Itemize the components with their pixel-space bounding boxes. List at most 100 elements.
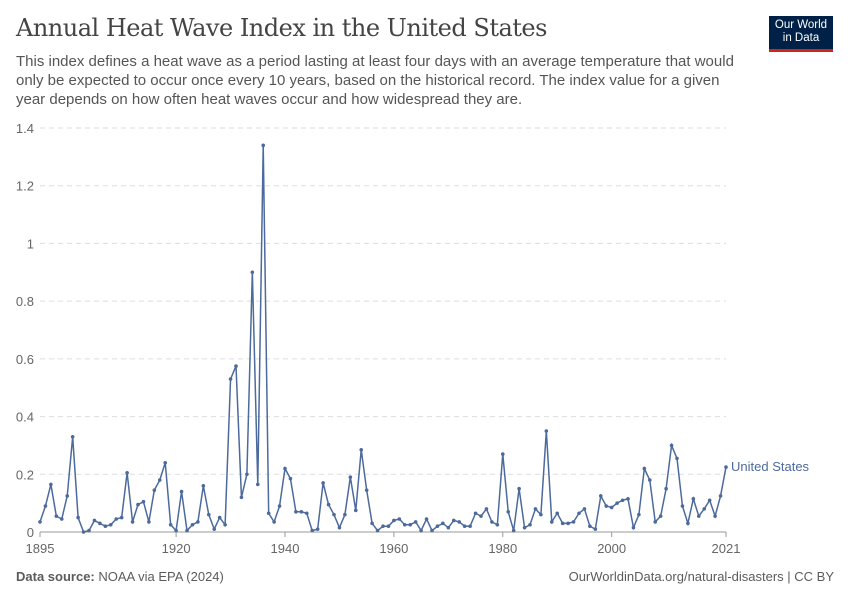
data-point	[223, 522, 227, 527]
data-point	[615, 501, 619, 505]
credit-link[interactable]: OurWorldinData.org/natural-disasters | C…	[568, 569, 834, 584]
y-tick-label: 0.6	[16, 352, 34, 367]
data-point	[283, 466, 287, 471]
data-point	[577, 511, 581, 516]
data-point	[147, 520, 151, 524]
data-point	[217, 515, 222, 520]
data-point	[593, 527, 598, 531]
data-point	[702, 507, 707, 511]
data-point	[70, 434, 75, 439]
source-link[interactable]: NOAA via EPA (2024)	[98, 569, 224, 584]
data-point	[65, 494, 70, 498]
data-point	[637, 512, 641, 517]
data-point	[473, 511, 478, 516]
data-point	[588, 524, 592, 529]
data-point	[76, 515, 80, 520]
data-point	[38, 520, 42, 524]
data-point	[419, 528, 423, 533]
data-point	[528, 522, 532, 527]
data-point	[108, 522, 113, 527]
data-point	[669, 443, 674, 448]
data-point	[304, 511, 309, 516]
data-point	[321, 481, 325, 485]
data-point	[49, 482, 53, 487]
data-point	[479, 514, 483, 518]
data-point	[261, 143, 266, 148]
data-point	[500, 452, 505, 456]
data-point	[125, 471, 129, 475]
data-point	[402, 522, 407, 527]
y-tick-label: 1.4	[16, 121, 34, 136]
x-tick-label: 1940	[271, 541, 300, 556]
data-point	[408, 522, 413, 527]
data-point	[691, 497, 696, 501]
data-point	[272, 520, 276, 524]
data-point	[566, 521, 570, 526]
data-point	[718, 494, 723, 498]
source-label: Data source:	[16, 569, 95, 584]
series-label: United States	[731, 459, 810, 474]
data-point	[343, 512, 347, 517]
data-point	[675, 456, 679, 461]
data-point	[294, 510, 298, 514]
data-point	[555, 511, 560, 516]
y-tick-label: 1	[27, 236, 34, 251]
data-point	[680, 504, 685, 508]
data-point	[59, 517, 64, 521]
data-point	[626, 497, 630, 501]
data-point	[201, 484, 206, 488]
data-point	[435, 524, 440, 529]
data-point	[686, 521, 690, 526]
owid-logo[interactable]: Our World in Data	[769, 16, 833, 52]
y-tick-label: 0.4	[16, 410, 34, 425]
data-point	[315, 527, 320, 531]
data-point	[446, 525, 451, 530]
chart-title: Annual Heat Wave Index in the United Sta…	[16, 14, 547, 42]
data-point	[87, 528, 91, 533]
y-tick-label: 1.2	[16, 179, 34, 194]
data-point	[157, 478, 162, 482]
data-point	[212, 527, 217, 531]
data-point	[598, 494, 603, 498]
data-point	[495, 522, 500, 527]
chart-subtitle: This index defines a heat wave as a peri…	[16, 53, 734, 108]
data-point	[337, 525, 342, 530]
data-point	[206, 512, 211, 517]
data-point	[424, 517, 429, 521]
data-point	[544, 429, 549, 433]
data-point	[353, 508, 358, 513]
data-point	[609, 505, 614, 510]
data-point	[707, 498, 712, 503]
data-point	[288, 476, 293, 481]
data-point	[517, 486, 521, 491]
data-point	[190, 522, 195, 527]
data-point	[43, 504, 48, 508]
data-point	[647, 478, 652, 482]
data-point	[392, 518, 396, 523]
data-point	[386, 524, 391, 529]
data-point	[364, 488, 369, 492]
data-point	[713, 514, 717, 518]
data-point	[506, 510, 511, 514]
data-point	[255, 482, 260, 487]
data-point	[54, 514, 59, 518]
data-point	[250, 270, 255, 275]
x-tick-label: 1980	[488, 541, 517, 556]
data-point	[136, 502, 140, 507]
data-point	[130, 520, 135, 524]
data-point	[539, 512, 543, 517]
data-point	[490, 520, 494, 524]
data-point	[457, 520, 462, 524]
data-point	[582, 507, 587, 511]
y-tick-label: 0.2	[16, 467, 34, 482]
data-point	[179, 489, 184, 494]
data-point	[228, 377, 233, 381]
data-point	[642, 466, 647, 471]
data-point	[332, 512, 336, 517]
x-tick-label: 1895	[26, 541, 55, 556]
data-point	[326, 502, 331, 507]
data-point	[653, 520, 658, 524]
data-point	[571, 520, 576, 524]
data-source: Data source: NOAA via EPA (2024)	[16, 569, 224, 584]
